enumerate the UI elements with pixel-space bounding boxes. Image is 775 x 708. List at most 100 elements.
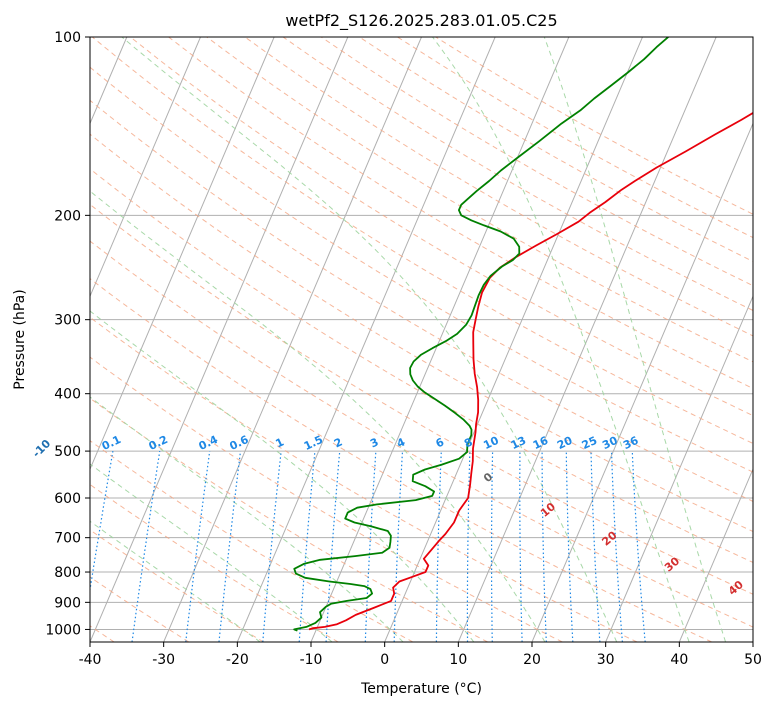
x-tick-label: -40 — [79, 652, 102, 668]
x-axis: -40 -30 -20 -10 0 10 20 30 40 50 — [79, 642, 762, 668]
dry-adiabat-line — [90, 316, 638, 642]
dry-adiabat-line — [90, 133, 753, 533]
dry-adiabat-line — [206, 37, 753, 363]
moist-adiabat-label: 30 — [662, 554, 682, 574]
x-tick-label: 50 — [744, 652, 762, 668]
y-axis-title: Pressure (hPa) — [12, 289, 28, 389]
moist-adiabat-label: 40 — [726, 578, 746, 598]
x-tick-label: -30 — [152, 652, 175, 668]
y-tick-label: 1000 — [45, 622, 81, 638]
profile-layer — [293, 37, 753, 632]
mixing-ratio-label: 0.4 — [197, 433, 220, 453]
dry-adiabat-line — [91, 37, 753, 445]
y-tick-label: 300 — [54, 313, 81, 329]
chart-title: wetPf2_S126.2025.283.01.05.C25 — [285, 11, 557, 31]
isotherm-line — [236, 37, 496, 642]
dry-adiabat-line — [130, 37, 753, 417]
isotherm-line — [678, 467, 753, 642]
x-tick-label: 40 — [670, 652, 688, 668]
moist-adiabat-line — [90, 190, 546, 642]
moist-adiabat-label: 0 — [481, 470, 495, 485]
mixing-ratio-label: 36 — [621, 434, 641, 452]
dry-adiabat-line — [244, 37, 753, 337]
dry-adiabat-line — [90, 240, 753, 628]
mixing-ratio-line — [631, 451, 646, 642]
mixing-ratio-label: 2 — [332, 435, 344, 450]
isotherm-line — [752, 640, 753, 642]
y-tick-label: 100 — [54, 30, 81, 46]
dry-adiabat-line — [90, 356, 563, 642]
dry-adiabat-line — [90, 483, 339, 642]
mixing-ratio-line — [610, 451, 623, 642]
mixing-ratio-label: 3 — [368, 435, 380, 450]
isotherm-line — [163, 37, 422, 642]
mixing-ratio-line — [590, 451, 601, 642]
moist-adiabat-label: 20 — [599, 528, 619, 548]
dry-adiabat-line — [168, 37, 753, 389]
mixing-ratio-label: 30 — [600, 434, 620, 452]
isotherm-line — [457, 37, 717, 642]
mixing-ratio-line — [565, 451, 574, 642]
dry-adiabat-line — [90, 576, 190, 642]
y-tick-label: 800 — [54, 565, 81, 581]
mixing-ratio-label: 10 — [481, 434, 501, 452]
dry-adiabat-line — [90, 440, 414, 642]
mixing-ratio-line — [185, 451, 211, 642]
dry-adiabat-line — [90, 168, 753, 563]
mixing-ratio-line — [466, 451, 471, 642]
dry-adiabat-line — [90, 203, 753, 595]
mixing-ratio-line — [218, 451, 242, 642]
isotherm-line — [384, 37, 643, 642]
mixing-ratio-line — [364, 451, 377, 642]
mixing-ratio-label: 25 — [580, 434, 599, 452]
mixing-ratio-line — [435, 451, 442, 642]
x-tick-label: 10 — [449, 652, 467, 668]
mixing-ratio-label: 0.1 — [100, 433, 123, 453]
mixing-ratio-label: 0.2 — [147, 433, 170, 453]
mixing-ratio-line — [131, 451, 161, 642]
moist-adiabat-line — [121, 37, 618, 642]
x-tick-label: -20 — [226, 652, 249, 668]
y-tick-label: 900 — [54, 595, 81, 611]
isotherm-line — [531, 122, 753, 642]
dry-adiabat-line — [90, 397, 488, 642]
dry-adiabat-line — [90, 278, 712, 642]
y-tick-label: 200 — [54, 208, 81, 224]
background-lines — [90, 37, 753, 642]
x-tick-label: 20 — [523, 652, 541, 668]
x-tick-label: 0 — [380, 652, 389, 668]
line-labels-layer: 0.10.20.40.611.52346810131620253036-100-… — [30, 433, 746, 598]
isotherm-line — [90, 37, 201, 298]
dry-adiabat-label: -10 — [30, 437, 53, 460]
moist-adiabat-line — [90, 463, 333, 642]
dry-adiabat-line — [282, 37, 753, 312]
mixing-ratio-label: 4 — [395, 435, 408, 450]
x-tick-label: -10 — [300, 652, 323, 668]
mixing-ratio-label: 0.6 — [227, 433, 250, 453]
dry-adiabat-line — [90, 66, 753, 473]
x-tick-label: 30 — [597, 652, 615, 668]
plot-frame — [89, 36, 754, 643]
moist-adiabat-line — [90, 520, 261, 642]
mixing-ratio-label: 1 — [273, 435, 285, 450]
moist-adiabat-line — [543, 37, 727, 642]
moist-adiabat-line — [90, 310, 475, 642]
moist-adiabat-line — [90, 396, 404, 642]
y-tick-label: 700 — [54, 531, 81, 547]
mixing-ratio-line — [262, 451, 282, 642]
temperature-profile-line — [308, 111, 753, 631]
mixing-ratio-label: 16 — [531, 434, 551, 452]
isotherm-line — [90, 37, 275, 471]
mixing-ratio-label: 6 — [434, 435, 447, 450]
mixing-ratio-line — [298, 451, 316, 642]
mixing-ratio-line — [90, 450, 114, 594]
isotherm-line — [90, 37, 349, 642]
y-axis: 100 200 300 400 500 600 700 800 900 1000 — [45, 30, 90, 638]
isotherm-line — [605, 295, 753, 642]
dry-adiabat-line — [435, 37, 753, 215]
dewpoint-profile-line — [293, 37, 669, 632]
mixing-ratio-line — [519, 451, 523, 642]
y-tick-label: 400 — [54, 387, 81, 403]
moist-adiabat-line — [432, 37, 690, 642]
